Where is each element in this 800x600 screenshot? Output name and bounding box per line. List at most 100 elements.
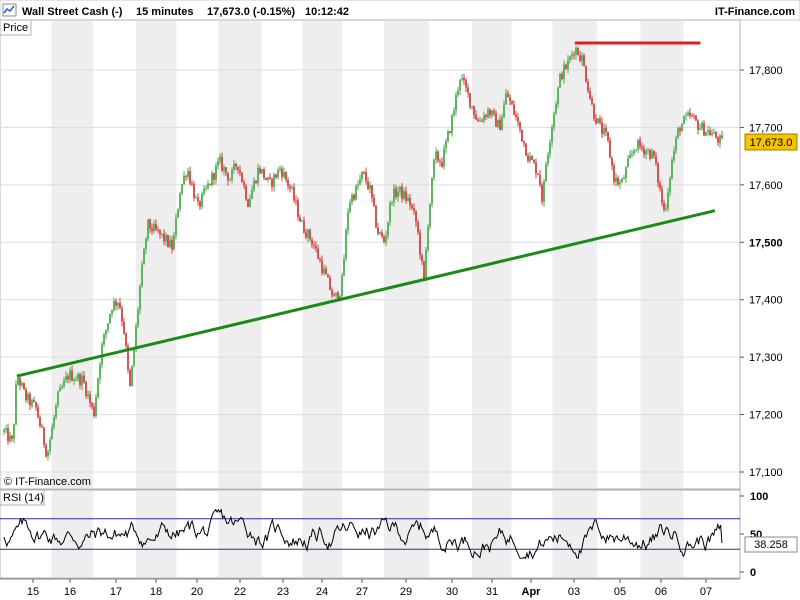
candle-body bbox=[141, 264, 143, 286]
candle-body bbox=[285, 171, 287, 180]
candle-body bbox=[337, 292, 339, 300]
candle-body bbox=[173, 235, 175, 250]
candle-body bbox=[189, 171, 191, 184]
candle-body bbox=[619, 182, 621, 185]
price-gridlines bbox=[0, 69, 740, 473]
candle-body bbox=[719, 135, 721, 143]
candle-body bbox=[211, 173, 213, 185]
price-plot-area bbox=[0, 19, 741, 490]
candle-body bbox=[675, 137, 677, 151]
candle-body bbox=[669, 178, 671, 193]
candle-body bbox=[413, 207, 415, 211]
candle-body bbox=[441, 162, 443, 167]
candle-body bbox=[377, 227, 379, 234]
rsi-line bbox=[3, 508, 723, 560]
candle-body bbox=[563, 64, 565, 80]
candle-body bbox=[261, 169, 263, 173]
candle-body bbox=[567, 59, 569, 70]
candle-body bbox=[191, 183, 193, 185]
candle-body bbox=[601, 122, 603, 134]
candle-body bbox=[655, 156, 657, 164]
candle-body bbox=[251, 189, 253, 199]
candle-body bbox=[241, 172, 243, 183]
candle-body bbox=[463, 77, 465, 81]
candle-body bbox=[249, 198, 251, 207]
day-shading bbox=[51, 21, 684, 488]
candle-body bbox=[263, 169, 265, 179]
candle-body bbox=[279, 168, 281, 170]
candle-body bbox=[199, 201, 201, 207]
candle-body bbox=[305, 232, 307, 238]
candle-body bbox=[147, 219, 149, 240]
candle-body bbox=[327, 274, 329, 278]
candle-body bbox=[259, 167, 261, 173]
candle-body bbox=[277, 169, 279, 178]
candle-body bbox=[547, 154, 549, 165]
price-tick-label: 17,600 bbox=[749, 180, 783, 192]
candle-body bbox=[679, 128, 681, 132]
candle-body bbox=[77, 374, 79, 380]
candle-body bbox=[335, 292, 337, 296]
candle-body bbox=[315, 245, 317, 249]
candle-body bbox=[551, 127, 553, 143]
candle-body bbox=[67, 376, 69, 380]
candle-body bbox=[271, 178, 273, 187]
candle-body bbox=[439, 160, 441, 163]
candle-body bbox=[553, 113, 555, 128]
candle-body bbox=[135, 325, 137, 350]
candle-body bbox=[117, 302, 119, 306]
candle-body bbox=[163, 233, 165, 242]
candle-body bbox=[121, 308, 123, 322]
candle-body bbox=[503, 104, 505, 118]
candle-body bbox=[245, 185, 247, 200]
candle-body bbox=[101, 344, 103, 365]
x-tick-label: 27 bbox=[356, 586, 368, 598]
candle-body bbox=[19, 377, 21, 386]
candle-body bbox=[433, 159, 435, 178]
candle-body bbox=[323, 268, 325, 273]
rsi-day-shade-band bbox=[640, 491, 684, 577]
candle-body bbox=[313, 244, 315, 246]
candle-body bbox=[25, 389, 27, 401]
price-panel-label-box: Price bbox=[0, 19, 32, 36]
candle-body bbox=[597, 118, 599, 124]
candle-body bbox=[687, 112, 689, 116]
candle-body bbox=[17, 377, 19, 385]
candle-body bbox=[425, 249, 427, 280]
candle-body bbox=[273, 174, 275, 187]
day-shade-band bbox=[302, 21, 342, 488]
candle-body bbox=[343, 258, 345, 276]
last-price-value: 17,673.0 bbox=[750, 137, 793, 149]
candle-body bbox=[239, 169, 241, 173]
candle-body bbox=[493, 110, 495, 114]
candle-body bbox=[153, 223, 155, 232]
candle-body bbox=[329, 277, 331, 290]
day-shade-band bbox=[640, 21, 684, 488]
candle-body bbox=[303, 220, 305, 233]
candle-body bbox=[531, 156, 533, 161]
rsi-last-marker: 38.258 bbox=[744, 536, 798, 553]
candle-body bbox=[475, 114, 477, 120]
candle-body bbox=[47, 450, 49, 457]
rsi-panel-label: RSI (14) bbox=[3, 492, 44, 504]
candle-body bbox=[469, 93, 471, 107]
candle-body bbox=[33, 400, 35, 402]
candle-body bbox=[353, 195, 355, 200]
candle-body bbox=[139, 285, 141, 310]
candle-body bbox=[145, 239, 147, 249]
candle-body bbox=[111, 309, 113, 315]
candle-body bbox=[29, 393, 31, 406]
candle-body bbox=[161, 233, 163, 235]
candle-body bbox=[623, 178, 625, 180]
candle-body bbox=[399, 186, 401, 192]
candle-body bbox=[659, 183, 661, 189]
candle-body bbox=[683, 116, 685, 125]
quote-label: 17,673.0 (-0.15%) bbox=[207, 6, 295, 18]
price-panel-label: Price bbox=[3, 22, 28, 34]
candle-body bbox=[651, 150, 653, 159]
time-label: 10:12:42 bbox=[305, 6, 349, 18]
candle-body bbox=[51, 427, 53, 440]
candle-body bbox=[373, 197, 375, 206]
candle-body bbox=[487, 109, 489, 118]
candle-body bbox=[617, 177, 619, 185]
